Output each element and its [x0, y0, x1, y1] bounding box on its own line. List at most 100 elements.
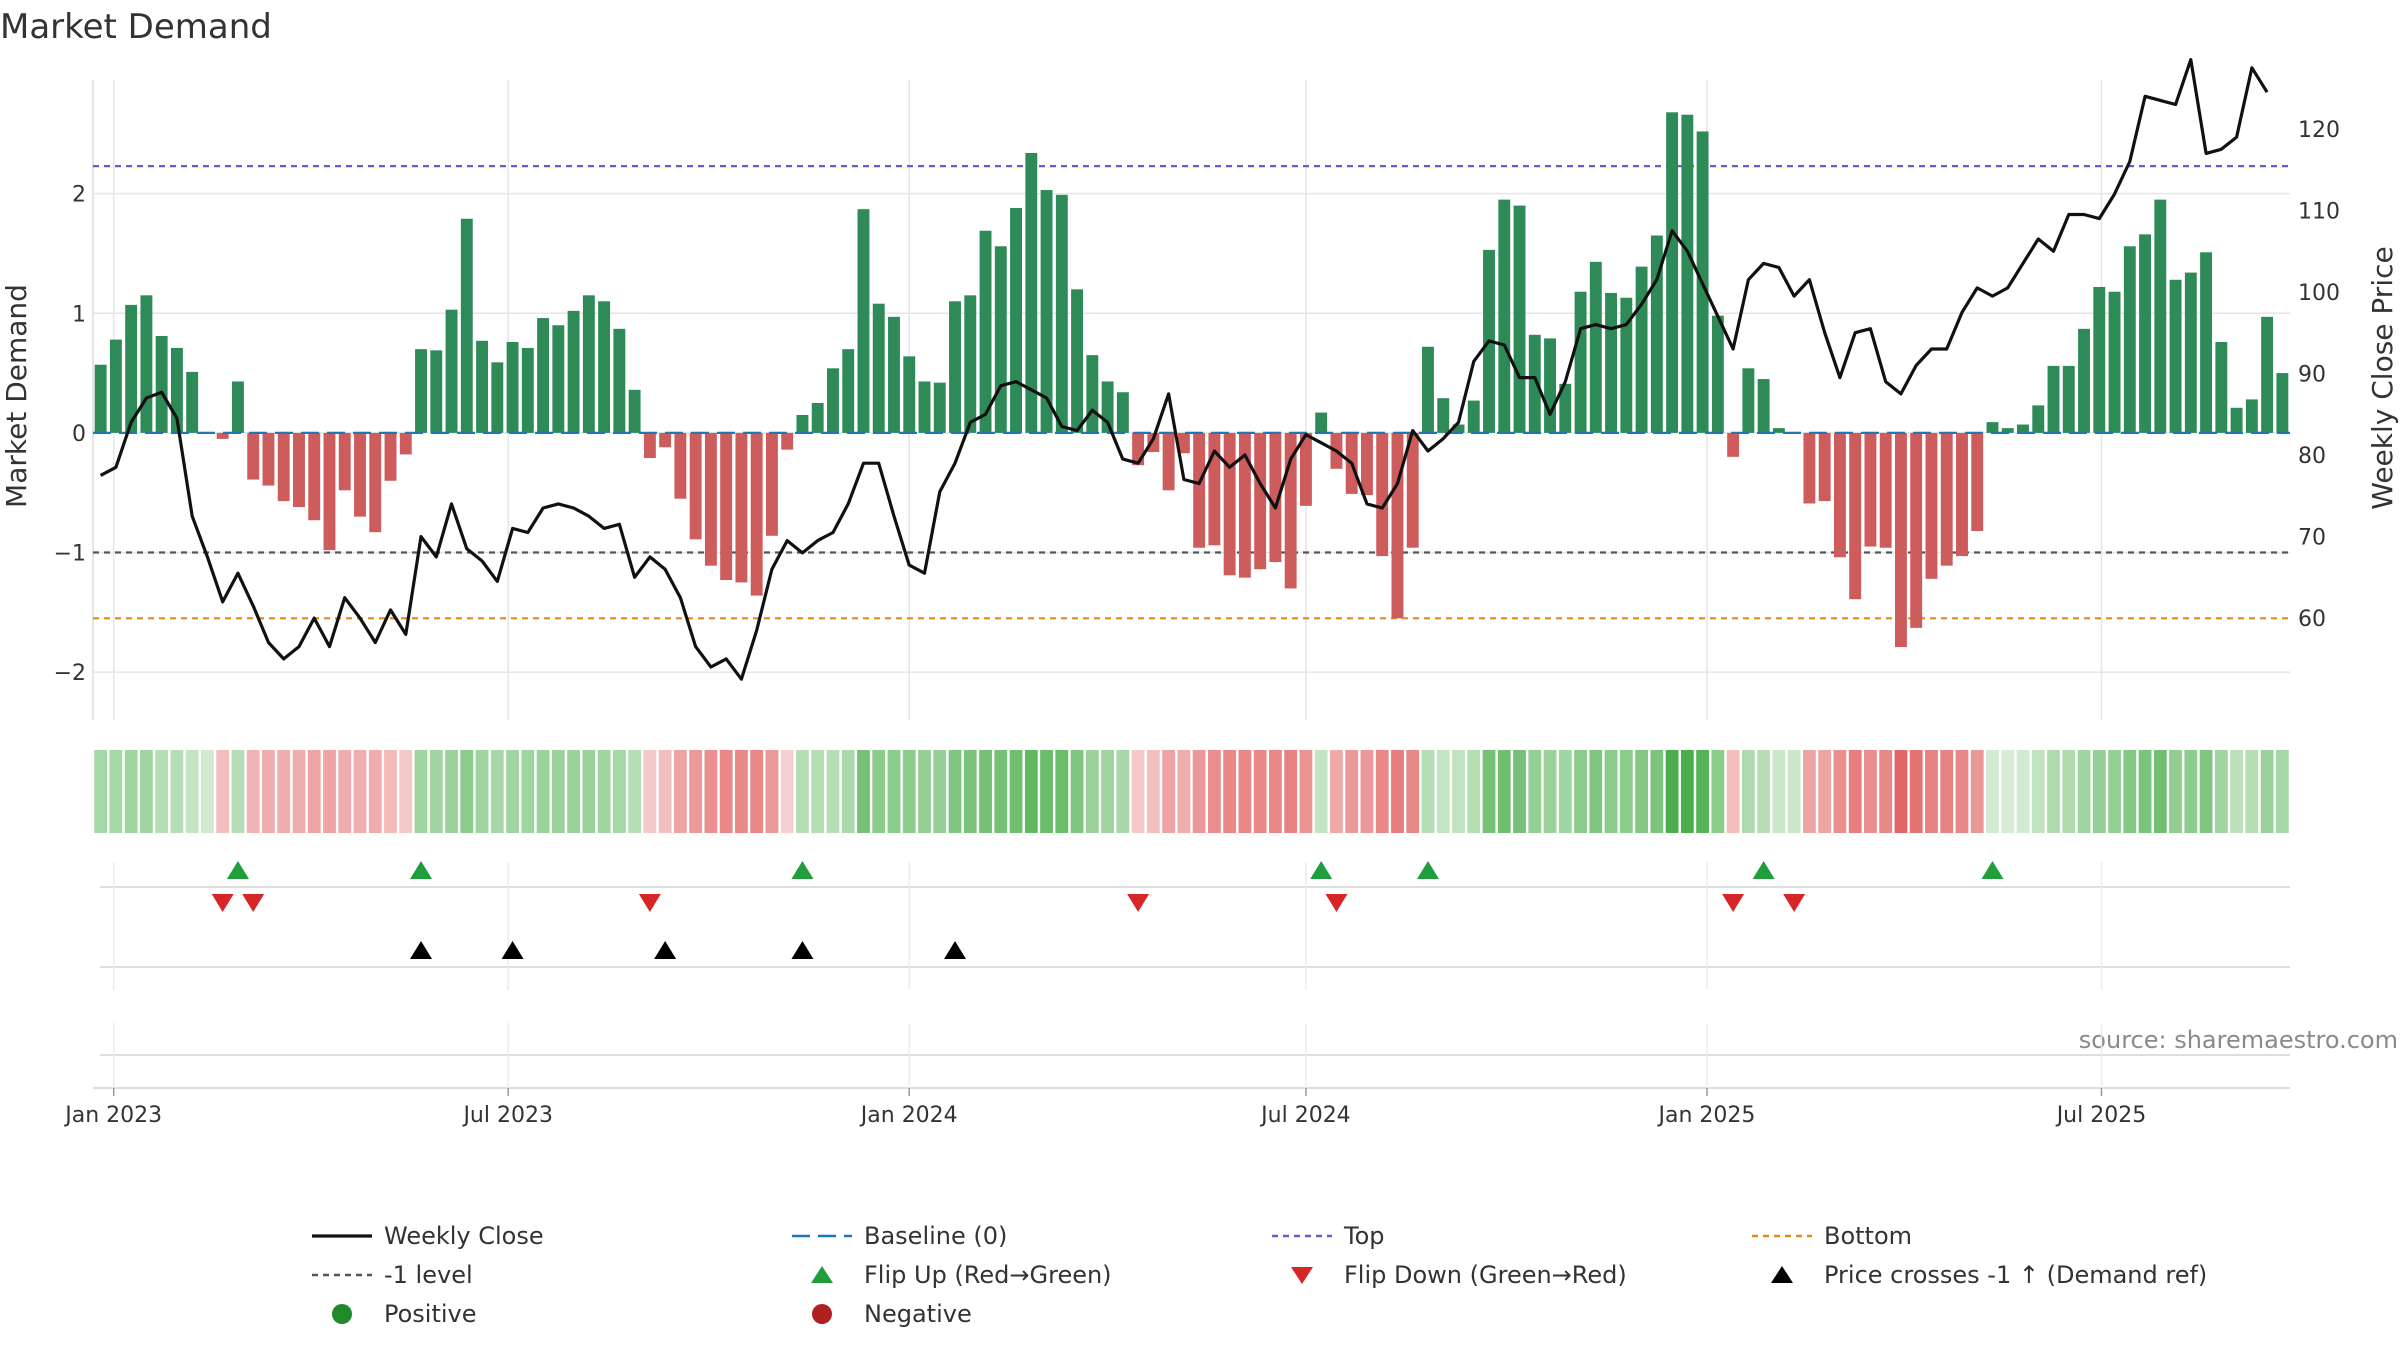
demand-strip-cell	[2275, 750, 2289, 833]
demand-bar	[811, 402, 824, 433]
demand-bar	[1681, 114, 1694, 433]
demand-bar	[842, 349, 855, 433]
demand-bar	[94, 364, 107, 433]
demand-strip-cell	[1101, 750, 1114, 833]
reference-lines	[93, 165, 2290, 620]
demand-bar	[1284, 432, 1297, 589]
demand-strip-cell	[1528, 750, 1542, 833]
demand-bar	[659, 432, 672, 448]
flip-down-marker	[211, 894, 234, 912]
demand-bar	[1025, 152, 1038, 433]
legend-label-bottom: Bottom	[1824, 1222, 1912, 1250]
demand-bar	[582, 295, 595, 433]
demand-strip-cell	[1375, 750, 1389, 833]
demand-strip-cell	[1864, 750, 1877, 833]
demand-strip-cell	[1909, 750, 1923, 833]
demand-strip-cell	[918, 750, 931, 833]
demand-strip-cell	[1253, 750, 1267, 833]
demand-bar	[2200, 252, 2213, 433]
demand-bar	[1589, 261, 1602, 433]
demand-bar	[323, 432, 336, 551]
demand-bar	[720, 432, 733, 581]
demand-strip-cell	[735, 750, 748, 833]
demand-strip-cell	[1955, 750, 1969, 833]
demand-strip-cell	[109, 750, 123, 833]
demand-strip-cell	[643, 750, 657, 833]
demand-strip-cell	[1650, 750, 1664, 833]
demand-strip-cell	[1497, 750, 1511, 833]
demand-strip-cell	[1406, 750, 1420, 833]
demand-strip-cell	[1360, 750, 1374, 833]
demand-strip-cell	[1146, 750, 1160, 833]
demand-bar	[2123, 246, 2136, 433]
demand-bar	[231, 381, 244, 433]
demand-strip-cell	[1635, 750, 1648, 833]
x-axis: Jan 2023 Jul 2023 Jan 2024 Jul 2024 Jan 2025…	[63, 1088, 2146, 1128]
demand-strip-cell	[1391, 750, 1404, 833]
demand-bar	[735, 432, 748, 583]
demand-bar	[1925, 432, 1938, 579]
demand-bar	[643, 432, 656, 459]
demand-bar	[2108, 291, 2121, 433]
x-tick-label: Jan 2024	[859, 1103, 958, 1128]
flip-down-marker	[1722, 894, 1745, 912]
demand-strip-cell	[1879, 750, 1893, 833]
demand-bar	[2032, 405, 2045, 433]
demand-bar	[2169, 279, 2182, 433]
x-tick-label: Jan 2023	[63, 1103, 162, 1128]
demand-strip-cell	[2230, 750, 2244, 833]
demand-bar	[1559, 383, 1572, 433]
demand-bar	[2093, 286, 2106, 433]
demand-bar	[1040, 190, 1053, 433]
demand-bar	[2245, 399, 2258, 433]
demand-strip-cell	[1314, 750, 1328, 833]
demand-strip-cell	[979, 750, 992, 833]
legend-swatch-flip_up	[811, 1266, 833, 1283]
flip-up-marker	[1310, 861, 1333, 879]
demand-strip-cell	[536, 750, 550, 833]
demand-strip-cell	[1604, 750, 1618, 833]
legend-swatch-flip_down	[1291, 1267, 1313, 1284]
demand-bar	[2230, 407, 2243, 433]
demand-bar	[2184, 272, 2197, 433]
flip-down-marker	[242, 894, 265, 912]
demand-bar	[1437, 398, 1450, 433]
legend-label-close: Weekly Close	[384, 1222, 544, 1250]
demand-bar	[1269, 432, 1282, 563]
demand-bar	[2062, 365, 2075, 433]
legend-swatch-cross	[1771, 1266, 1793, 1283]
demand-bar	[1711, 315, 1724, 433]
demand-strip-cell	[857, 750, 870, 833]
demand-strip-cell	[658, 750, 672, 833]
demand-bar	[888, 316, 900, 433]
demand-strip-cell	[1269, 750, 1282, 833]
demand-bar	[552, 325, 565, 433]
demand-strip-cell	[2108, 750, 2121, 833]
right-axis-ticks: 120 110 100 90 80 70 60	[2298, 118, 2340, 632]
demand-bar	[1055, 194, 1068, 433]
demand-bar	[262, 432, 275, 486]
demand-bar	[1238, 432, 1251, 578]
demand-strip-cell	[1162, 750, 1176, 833]
demand-strip-cell	[1177, 750, 1191, 833]
demand-strip-cell	[963, 750, 977, 833]
flip-down-marker	[638, 894, 661, 912]
demand-strip-cell	[384, 750, 397, 833]
demand-bar	[781, 432, 794, 450]
legend-label-baseline: Baseline (0)	[864, 1222, 1007, 1250]
demand-strip-cell	[399, 750, 413, 833]
demand-bar	[1422, 346, 1434, 433]
demand-strip-cell	[323, 750, 336, 833]
demand-strip-cell	[2001, 750, 2015, 833]
demand-strip-cell	[765, 750, 779, 833]
demand-strip-cell	[612, 750, 626, 833]
demand-strip-cell	[1207, 750, 1221, 833]
right-axis-title: Weekly Close Price	[2366, 246, 2399, 509]
demand-bar	[445, 309, 458, 433]
demand-bar	[964, 295, 977, 433]
demand-bar	[1299, 432, 1312, 506]
demand-strip-cell	[994, 750, 1008, 833]
demand-strip-cell	[307, 750, 321, 833]
demand-bar	[1620, 297, 1633, 433]
